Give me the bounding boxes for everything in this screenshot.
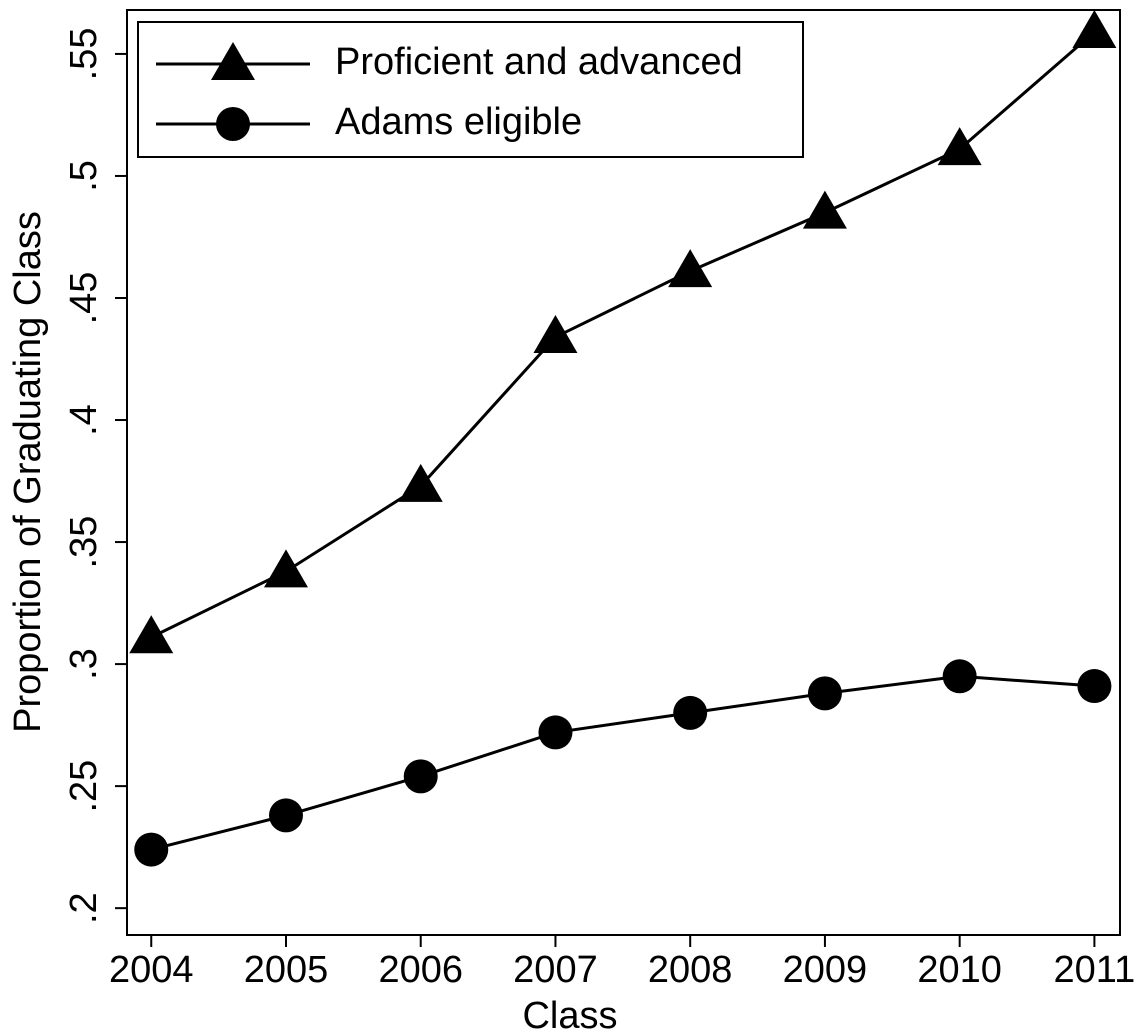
- x-tick-label: 2005: [244, 949, 329, 991]
- data-point: [268, 798, 303, 833]
- x-tick-label: 2009: [783, 949, 868, 991]
- data-point: [129, 615, 174, 654]
- legend-label: Adams eligible: [335, 101, 582, 143]
- data-point: [538, 715, 573, 750]
- legend-box: [137, 21, 804, 158]
- data-point: [398, 463, 443, 502]
- data-point: [403, 759, 438, 794]
- y-axis-label: Proportion of Graduating Class: [7, 211, 49, 733]
- x-tick-label: 2007: [513, 949, 598, 991]
- data-point: [937, 127, 982, 166]
- x-tick-label: 2006: [378, 949, 463, 991]
- legend-label: Proficient and advanced: [335, 41, 743, 83]
- legend-marker: [216, 107, 250, 141]
- data-point: [134, 832, 169, 867]
- data-point: [263, 549, 308, 588]
- data-point: [673, 695, 708, 730]
- data-point: [533, 315, 578, 354]
- series-line: [150, 674, 1095, 852]
- y-tick-label: .3: [63, 648, 105, 680]
- x-tick-label: 2010: [917, 949, 1002, 991]
- data-point: [1072, 9, 1117, 48]
- data-point: [942, 659, 977, 694]
- data-point: [802, 190, 847, 229]
- x-axis-label: Class: [522, 995, 617, 1036]
- y-tick-label: .35: [63, 516, 105, 569]
- legend-marker: [211, 42, 255, 80]
- plot-frame: [126, 9, 1121, 936]
- data-point: [1077, 669, 1112, 704]
- y-tick-label: .2: [63, 892, 105, 924]
- y-tick-label: .5: [63, 160, 105, 192]
- y-tick-label: .4: [63, 404, 105, 436]
- series-line: [150, 30, 1096, 639]
- y-tick-label: .45: [63, 272, 105, 325]
- x-tick-label: 2011: [1054, 949, 1136, 991]
- x-tick-label: 2004: [109, 949, 194, 991]
- data-point: [668, 249, 713, 288]
- x-tick-label: 2008: [648, 949, 733, 991]
- y-tick-label: .25: [63, 760, 105, 813]
- y-tick-label: .55: [63, 28, 105, 81]
- data-point: [807, 676, 842, 711]
